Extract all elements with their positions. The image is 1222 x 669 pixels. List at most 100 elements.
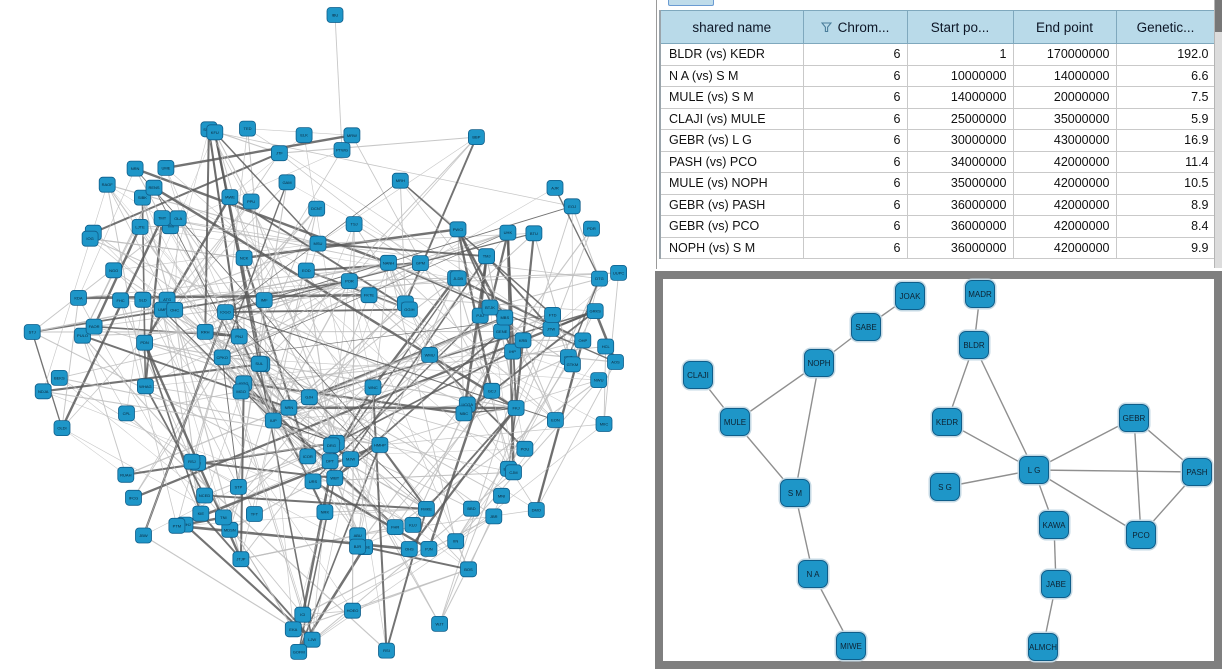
network-node-sm[interactable]: S M [780,479,810,507]
network-node-mule[interactable]: MULE [720,408,750,436]
network-node[interactable] [400,541,418,557]
network-node[interactable] [467,129,485,146]
network-node[interactable] [544,306,561,323]
network-node[interactable] [284,621,302,638]
network-node[interactable] [463,500,480,517]
table-header-cell-start-po-[interactable]: Start po... [906,10,1014,44]
network-node[interactable] [349,538,366,555]
network-node[interactable] [235,250,253,266]
filter-funnel-icon[interactable] [820,21,832,33]
network-node[interactable] [117,466,135,483]
network-node[interactable] [449,270,467,287]
network-node[interactable] [136,378,154,395]
network-node[interactable] [316,504,334,521]
network-node[interactable] [583,220,600,237]
network-node[interactable] [564,356,581,373]
network-node[interactable] [112,292,129,309]
network-node[interactable] [460,561,477,578]
network-node-lg[interactable]: L G [1019,456,1049,484]
network-node[interactable] [168,517,186,534]
overview-network-canvas[interactable]: IBU PTWG EON EOJ WMU BBD IBTG ATG JTW URS PNJ DTG ST… [0,0,655,669]
network-node[interactable] [505,464,522,481]
network-node[interactable] [213,349,231,366]
table-header-cell-shared-name[interactable]: shared name [659,10,804,44]
network-node-kawa[interactable]: KAWA [1039,511,1069,539]
network-node[interactable] [278,174,296,191]
vertical-scrollbar-thumb[interactable] [1215,0,1222,32]
network-node[interactable] [574,332,592,349]
network-node[interactable] [380,254,397,271]
network-node[interactable] [303,631,321,648]
network-node[interactable] [206,124,224,141]
network-node[interactable] [232,383,250,400]
network-node[interactable] [485,508,503,525]
network-node[interactable] [280,399,298,416]
network-node[interactable] [34,383,52,400]
network-node-madr[interactable]: MADR [965,280,995,308]
network-node[interactable] [597,338,615,355]
network-node[interactable] [81,230,99,247]
network-node[interactable] [196,487,214,504]
network-node[interactable] [221,189,239,206]
network-node-miwe[interactable]: MIWE [836,632,866,660]
network-node[interactable] [70,289,87,306]
network-node[interactable] [420,541,438,557]
network-node[interactable] [421,346,439,363]
network-node[interactable] [232,551,250,568]
network-node[interactable] [242,193,260,210]
network-node[interactable] [563,198,581,215]
table-row[interactable]: GEBR (vs) PASH 6 36000000 42000000 8.9 [659,193,1216,216]
network-node[interactable] [590,372,608,389]
network-node[interactable] [431,616,449,632]
network-node[interactable] [371,437,389,453]
network-node[interactable] [290,644,308,660]
network-node[interactable] [126,160,144,177]
network-node[interactable] [391,172,409,189]
network-node[interactable] [153,210,171,227]
table-header-cell-genetic-[interactable]: Genetic... [1115,10,1216,44]
network-node[interactable] [411,255,429,272]
network-node-kedr[interactable]: KEDR [932,408,962,436]
network-node[interactable] [98,176,116,193]
network-node[interactable] [196,323,214,340]
network-node[interactable] [136,334,154,351]
network-node[interactable] [481,299,499,316]
network-node[interactable] [333,142,351,158]
network-node[interactable] [309,235,327,252]
detail-network-canvas[interactable]: JOAK MADR SABE NOPH CLAJI BLDR MULE KEDR GEBR L G… [663,279,1214,661]
network-node-claji[interactable]: CLAJI [683,361,713,389]
table-row[interactable]: MULE (vs) NOPH 6 35000000 42000000 10.5 [659,172,1216,195]
network-node[interactable] [294,606,312,623]
network-node[interactable] [230,328,248,345]
network-node[interactable] [378,642,395,659]
network-node[interactable] [157,159,175,176]
network-node[interactable] [85,318,103,335]
network-node[interactable] [125,489,142,506]
horizontal-scrollbar-thumb[interactable] [668,0,714,6]
table-row[interactable]: PASH (vs) PCO 6 34000000 42000000 11.4 [659,150,1216,173]
network-node[interactable] [326,470,344,486]
vertical-scrollbar-track[interactable] [1214,0,1222,268]
network-node[interactable] [417,500,435,517]
network-node[interactable] [345,216,363,233]
network-node-na[interactable]: N A [798,560,828,588]
network-node[interactable] [386,519,404,535]
network-node[interactable] [135,527,152,544]
network-node[interactable] [499,224,517,241]
table-row[interactable]: MULE (vs) S M 6 14000000 20000000 7.5 [659,86,1216,109]
network-node-bldr[interactable]: BLDR [959,331,989,359]
network-node-sg[interactable]: S G [930,473,960,501]
table-row[interactable]: NOPH (vs) S M 6 36000000 42000000 9.9 [659,236,1216,259]
network-node[interactable] [250,355,268,372]
network-node[interactable] [607,354,624,370]
network-node[interactable] [360,287,378,304]
network-node[interactable] [591,270,608,287]
network-node[interactable] [493,487,510,504]
network-node[interactable] [304,473,322,490]
network-node-noph[interactable]: NOPH [804,349,834,377]
table-row[interactable]: GEBR (vs) PCO 6 36000000 42000000 8.4 [659,215,1216,238]
network-node-joak[interactable]: JOAK [895,282,925,310]
network-node[interactable] [229,478,247,495]
network-node[interactable] [595,416,613,432]
network-node[interactable] [514,332,532,349]
